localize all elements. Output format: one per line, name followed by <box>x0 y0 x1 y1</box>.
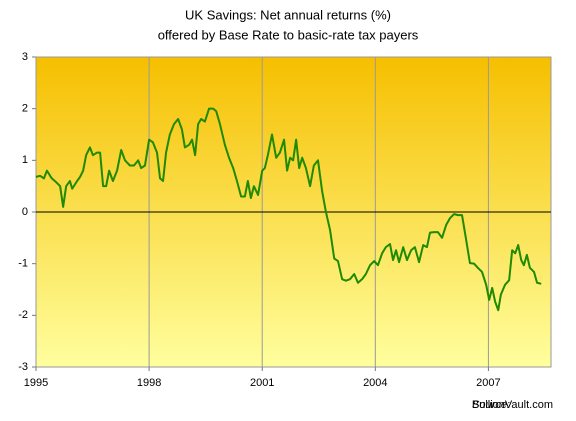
x-tick-label: 2004 <box>363 377 387 389</box>
y-tick-label: -1 <box>18 258 28 270</box>
x-tick-label: 1998 <box>137 377 161 389</box>
chart-subtitle: offered by Base Rate to basic-rate tax p… <box>158 27 419 42</box>
chart-title: UK Savings: Net annual returns (%) <box>185 7 391 22</box>
x-tick-label: 2007 <box>476 377 500 389</box>
source: BullionVault.com <box>472 399 553 411</box>
y-tick-label: 1 <box>22 154 28 166</box>
source-label: Source: <box>472 399 510 411</box>
x-tick-label: 2001 <box>250 377 274 389</box>
y-tick-label: 0 <box>22 206 28 218</box>
series-line <box>35 107 542 312</box>
y-tick-label: -3 <box>18 361 28 373</box>
y-tick-label: 3 <box>22 51 28 63</box>
y-tick-label: -2 <box>18 309 28 321</box>
x-tick-label: 1995 <box>24 377 48 389</box>
y-tick-label: 2 <box>22 103 28 115</box>
